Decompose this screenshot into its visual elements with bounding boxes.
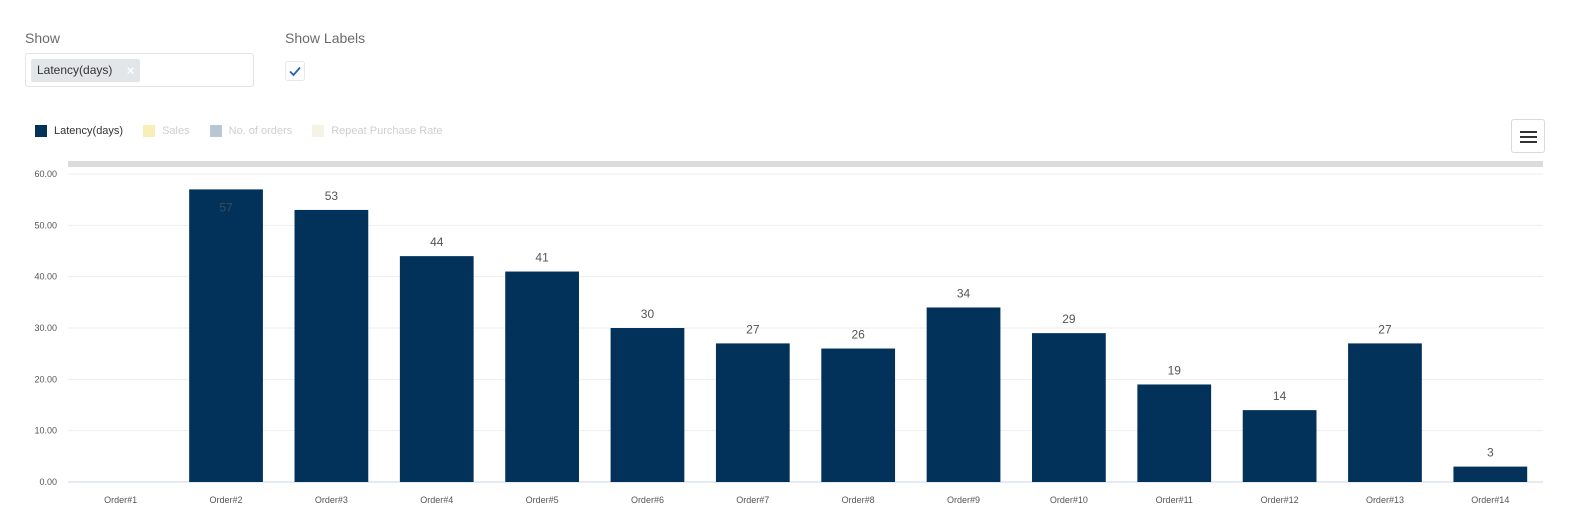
y-tick-label: 60.00 xyxy=(34,169,57,179)
checkmark-icon xyxy=(289,66,301,77)
chart-legend: Latency(days) Sales No. of orders Repeat Pu… xyxy=(35,124,463,138)
bar xyxy=(715,343,790,482)
x-tick-label: Order#2 xyxy=(210,495,243,505)
bar xyxy=(1137,384,1212,482)
y-tick-label: 40.00 xyxy=(34,272,57,282)
bar xyxy=(399,256,474,482)
selected-series-tag-label: Latency(days) xyxy=(37,63,113,77)
bar xyxy=(821,348,896,482)
remove-tag-icon[interactable]: × xyxy=(126,63,135,78)
legend-item[interactable]: Sales xyxy=(143,125,190,137)
hamburger-icon-line xyxy=(1520,131,1537,133)
legend-label: No. of orders xyxy=(228,125,293,137)
x-tick-label: Order#6 xyxy=(631,495,664,505)
x-tick-label: Order#11 xyxy=(1156,495,1193,505)
legend-item[interactable]: Latency(days) xyxy=(35,125,123,137)
legend-swatch xyxy=(209,125,222,137)
y-tick-label: 50.00 xyxy=(34,220,57,230)
bar xyxy=(1242,410,1317,482)
bar-value-label: 27 xyxy=(746,322,760,336)
bar xyxy=(505,271,579,482)
x-tick-label: Order#10 xyxy=(1050,495,1088,505)
legend-swatch xyxy=(143,125,156,137)
bar-value-label: 34 xyxy=(957,286,971,300)
x-tick-label: Order#12 xyxy=(1261,495,1299,505)
show-labels-label: Show Labels xyxy=(285,30,366,46)
legend-swatch xyxy=(312,125,325,137)
legend-swatch xyxy=(35,125,47,137)
x-tick-label: Order#9 xyxy=(947,495,980,505)
hamburger-icon-line xyxy=(1520,141,1537,143)
x-tick-label: Order#1 xyxy=(104,495,137,505)
bar-chart: 0.00 10.00 20.00 30.00 40.00 50.00 60.00 Order#… xyxy=(34,169,1543,505)
show-labels-checkbox[interactable] xyxy=(285,61,305,81)
bar-value-label: 57 xyxy=(219,200,233,214)
selected-series-tag: Latency(days) × xyxy=(31,59,141,82)
legend-label: Repeat Purchase Rate xyxy=(331,125,443,137)
x-tick-label: Order#7 xyxy=(736,495,769,505)
x-tick-label: Order#14 xyxy=(1471,495,1509,505)
bar xyxy=(1348,343,1422,482)
show-label: Show xyxy=(25,30,61,46)
x-tick-label: Order#3 xyxy=(315,495,348,505)
bar-value-label: 3 xyxy=(1487,446,1494,460)
bar-value-label: 26 xyxy=(851,328,865,342)
x-tick-label: Order#5 xyxy=(526,495,559,505)
bar-value-label: 19 xyxy=(1168,363,1182,377)
bar xyxy=(1032,333,1106,482)
y-tick-label: 20.00 xyxy=(34,374,57,384)
x-tick-label: Order#8 xyxy=(842,495,875,505)
legend-item[interactable]: No. of orders xyxy=(209,125,293,137)
bar-value-label: 29 xyxy=(1062,312,1076,326)
bar-value-label: 41 xyxy=(535,251,549,265)
series-multiselect[interactable]: Latency(days) × xyxy=(25,53,254,87)
bar-value-label: 14 xyxy=(1273,389,1287,403)
legend-item[interactable]: Repeat Purchase Rate xyxy=(312,125,443,137)
y-tick-label: 30.00 xyxy=(34,323,57,333)
bar xyxy=(189,189,263,482)
chart-scrollbar[interactable] xyxy=(68,161,1543,167)
bar xyxy=(610,328,685,482)
bar-value-label: 27 xyxy=(1378,322,1392,336)
bar xyxy=(1453,466,1528,482)
bar-value-label: 30 xyxy=(641,307,655,321)
x-tick-label: Order#13 xyxy=(1366,495,1404,505)
bar-value-label: 44 xyxy=(430,235,444,249)
legend-label: Latency(days) xyxy=(54,125,124,137)
hamburger-icon-line xyxy=(1520,136,1537,138)
x-tick-label: Order#4 xyxy=(420,495,453,505)
y-tick-label: 0.00 xyxy=(39,477,57,487)
legend-label: Sales xyxy=(162,125,190,137)
bar xyxy=(294,209,369,482)
bar xyxy=(926,307,1001,482)
bar-value-label: 53 xyxy=(325,189,339,203)
y-tick-label: 10.00 xyxy=(34,426,57,436)
chart-menu-button[interactable] xyxy=(1511,119,1545,153)
